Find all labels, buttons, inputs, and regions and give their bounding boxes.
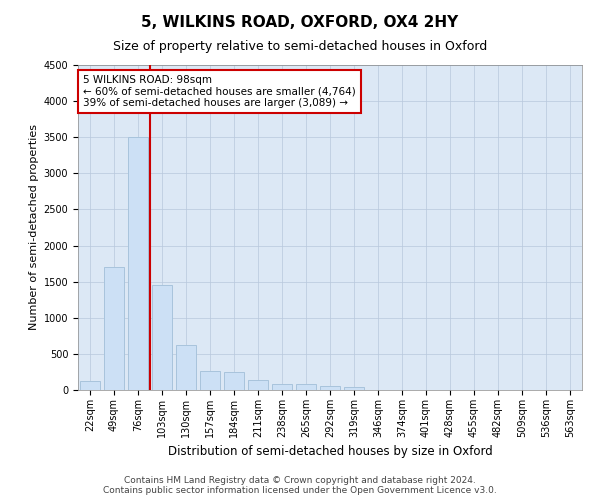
Bar: [200, 370, 220, 390]
Bar: [80, 382, 100, 390]
Y-axis label: Number of semi-detached properties: Number of semi-detached properties: [29, 124, 40, 330]
X-axis label: Distribution of semi-detached houses by size in Oxford: Distribution of semi-detached houses by …: [167, 446, 493, 458]
Bar: [296, 384, 316, 390]
Text: 5 WILKINS ROAD: 98sqm
← 60% of semi-detached houses are smaller (4,764)
39% of s: 5 WILKINS ROAD: 98sqm ← 60% of semi-deta…: [83, 74, 356, 108]
Bar: [176, 345, 196, 390]
Bar: [272, 384, 292, 390]
Text: 5, WILKINS ROAD, OXFORD, OX4 2HY: 5, WILKINS ROAD, OXFORD, OX4 2HY: [142, 15, 458, 30]
Bar: [320, 386, 340, 390]
Bar: [152, 286, 172, 390]
Bar: [224, 372, 244, 390]
Bar: [128, 137, 148, 390]
Bar: [248, 380, 268, 390]
Text: Size of property relative to semi-detached houses in Oxford: Size of property relative to semi-detach…: [113, 40, 487, 53]
Text: Contains HM Land Registry data © Crown copyright and database right 2024.
Contai: Contains HM Land Registry data © Crown c…: [103, 476, 497, 495]
Bar: [344, 387, 364, 390]
Bar: [104, 267, 124, 390]
